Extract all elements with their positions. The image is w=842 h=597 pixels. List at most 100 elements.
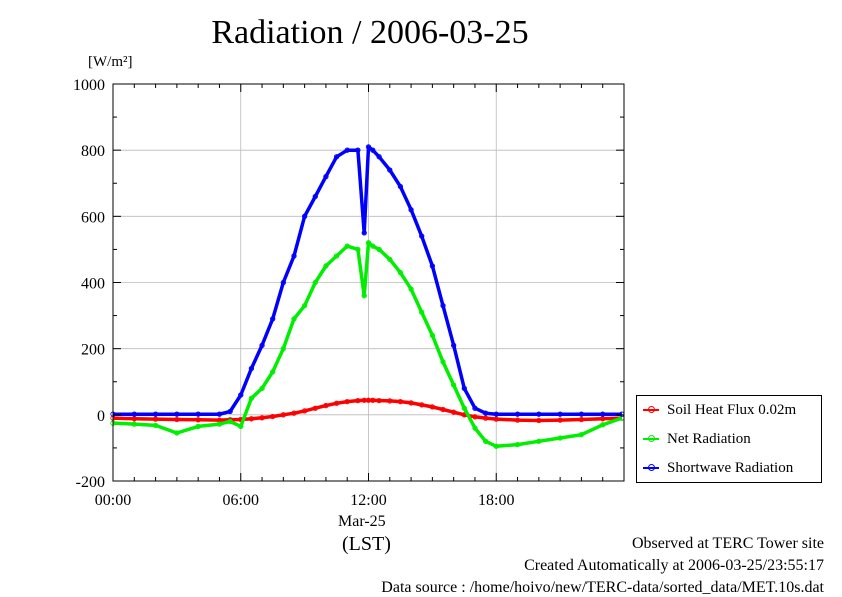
- net-radiation-point: [440, 359, 446, 365]
- soil-heat-flux-point: [323, 402, 329, 409]
- soil-heat-flux-point: [370, 397, 376, 403]
- chart-legend: Soil Heat Flux 0.02m Net Radiation Short…: [636, 395, 822, 483]
- x-tick-label: 00:00: [95, 492, 131, 509]
- soil-heat-flux-point: [152, 416, 159, 422]
- y-tick-label: 400: [81, 276, 105, 293]
- shortwave-radiation-point: [440, 303, 446, 309]
- net-radiation-point: [361, 293, 367, 299]
- shortwave-radiation-point: [280, 279, 286, 286]
- net-radiation-point: [270, 369, 276, 375]
- soil-heat-flux-point: [408, 400, 414, 406]
- shortwave-radiation-point: [419, 233, 425, 239]
- shortwave-radiation-point: [578, 411, 585, 417]
- net-radiation-point: [376, 246, 382, 253]
- net-radiation-point: [174, 430, 180, 436]
- soil-heat-flux-point: [514, 417, 521, 423]
- soil-heat-flux-point: [248, 416, 255, 422]
- shortwave-radiation-point: [131, 411, 137, 417]
- soil-heat-flux-point: [333, 400, 340, 406]
- net-radiation-point: [370, 243, 376, 249]
- footer-source: Data source : /home/hoivo/new/TERC-data/…: [381, 579, 824, 596]
- net-radiation-point: [301, 303, 308, 309]
- shortwave-radiation-point: [333, 154, 340, 160]
- net-radiation-line: [112, 241, 623, 449]
- shortwave-radiation-point: [312, 193, 318, 200]
- legend-swatch-net: [643, 435, 659, 442]
- net-radiation-series: [110, 240, 625, 449]
- soil-heat-flux-point: [419, 402, 425, 408]
- soil-heat-flux-point: [429, 404, 436, 410]
- shortwave-radiation-point: [387, 167, 393, 173]
- net-radiation-point: [195, 423, 201, 430]
- net-radiation-point: [387, 256, 393, 262]
- x-tick-label: 06:00: [223, 492, 259, 509]
- shortwave-radiation-point: [365, 144, 372, 150]
- shortwave-radiation-point: [472, 405, 478, 411]
- soil-heat-flux-point: [536, 417, 542, 424]
- net-radiation-point: [514, 441, 521, 448]
- soil-heat-flux-point: [195, 417, 201, 423]
- soil-heat-flux-point: [440, 406, 446, 413]
- net-radiation-point: [131, 421, 137, 427]
- y-axis-unit: [W/m²]: [88, 54, 133, 70]
- soil-heat-flux-point: [312, 405, 318, 411]
- shortwave-radiation-point: [600, 411, 606, 417]
- legend-label-net: Net Radiation: [667, 430, 751, 447]
- net-radiation-point: [408, 286, 414, 292]
- net-radiation-point: [355, 246, 361, 253]
- net-radiation-point: [312, 279, 318, 286]
- shortwave-radiation-point: [361, 230, 367, 236]
- soil-heat-flux-point: [291, 410, 297, 416]
- soil-heat-flux-point: [355, 397, 361, 404]
- shortwave-radiation-point: [174, 411, 180, 417]
- legend-item-soil: Soil Heat Flux 0.02m: [643, 400, 796, 420]
- legend-item-net: Net Radiation: [643, 429, 751, 449]
- soil-heat-flux-point: [557, 417, 563, 423]
- net-radiation-point: [344, 243, 350, 249]
- net-radiation-point: [451, 382, 457, 388]
- legend-label-shortwave: Shortwave Radiation: [667, 459, 794, 476]
- net-radiation-point: [227, 418, 233, 425]
- shortwave-radiation-point: [195, 411, 201, 417]
- shortwave-radiation-point: [291, 253, 297, 259]
- net-radiation-point: [429, 332, 436, 339]
- shortwave-radiation-point: [408, 207, 414, 213]
- soil-heat-flux-point: [174, 416, 180, 423]
- x-date-label: Mar-25: [338, 513, 386, 530]
- soil-heat-flux-point: [397, 398, 404, 405]
- net-radiation-point: [152, 422, 159, 429]
- shortwave-radiation-point: [536, 411, 542, 417]
- y-tick-label: -200: [76, 474, 105, 491]
- x-tick-label: 12:00: [350, 492, 386, 509]
- soil-heat-flux-point: [280, 412, 286, 418]
- soil-heat-flux-point: [259, 415, 265, 421]
- shortwave-radiation-point: [429, 263, 436, 269]
- shortwave-radiation-point: [370, 147, 376, 153]
- shortwave-radiation-point: [323, 173, 329, 180]
- soil-heat-flux-point: [578, 416, 585, 423]
- net-radiation-point: [578, 432, 585, 438]
- net-radiation-point: [259, 385, 265, 392]
- shortwave-radiation-point: [355, 147, 361, 153]
- shortwave-radiation-point: [451, 342, 457, 349]
- net-radiation-point: [291, 316, 297, 322]
- soil-heat-flux-line: [112, 398, 622, 423]
- net-radiation-point: [600, 422, 606, 428]
- shortwave-radiation-point: [259, 342, 265, 349]
- shortwave-radiation-point: [227, 408, 233, 415]
- chart-title: Radiation / 2006-03-25: [211, 14, 529, 51]
- y-tick-label: 0: [97, 408, 105, 425]
- net-radiation-point: [493, 443, 499, 449]
- net-radiation-point: [536, 438, 542, 444]
- shortwave-radiation-point: [344, 147, 350, 153]
- shortwave-radiation-point: [376, 154, 382, 160]
- y-tick-label: 800: [81, 143, 105, 160]
- legend-label-soil: Soil Heat Flux 0.02m: [667, 401, 797, 418]
- y-tick-label: 200: [81, 342, 105, 359]
- x-tick-label: 18:00: [478, 492, 514, 509]
- footer-created: Created Automatically at 2006-03-25/23:5…: [524, 557, 824, 574]
- soil-heat-flux-point: [270, 413, 276, 420]
- soil-heat-flux-series: [110, 397, 625, 424]
- net-radiation-point: [419, 309, 425, 315]
- shortwave-radiation-line: [113, 145, 622, 416]
